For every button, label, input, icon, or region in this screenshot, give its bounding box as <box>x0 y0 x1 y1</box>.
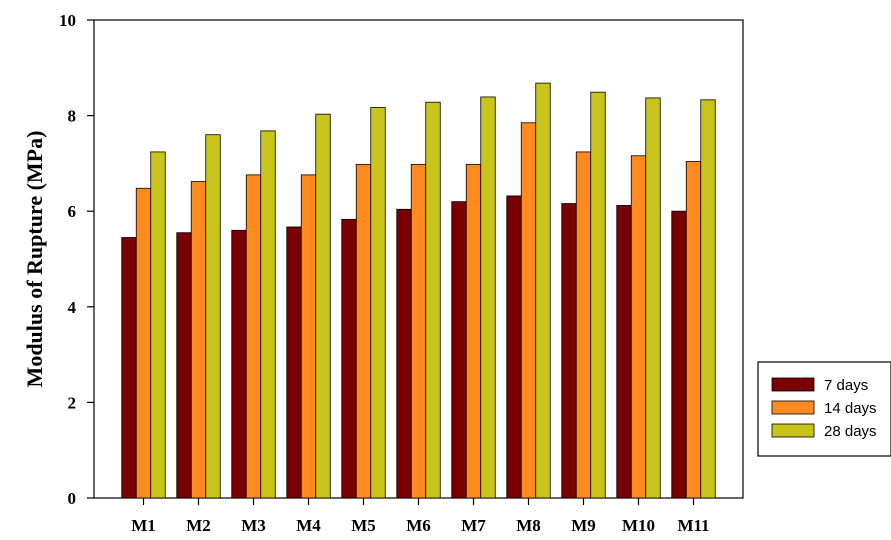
y-tick-label: 10 <box>59 11 76 30</box>
y-axis-ticks: 0 2 4 6 8 10 <box>59 11 94 508</box>
bar <box>700 99 716 499</box>
bar <box>341 218 357 499</box>
x-tick-label: M4 <box>296 516 321 535</box>
bar <box>645 97 661 499</box>
legend-swatch <box>771 400 815 415</box>
legend-swatch <box>771 423 815 438</box>
x-tick-label: M7 <box>461 516 486 535</box>
x-tick-label: M1 <box>131 516 156 535</box>
bar <box>315 113 331 499</box>
y-axis-title: Modulus of Rupture (MPa) <box>22 131 47 388</box>
bar <box>260 130 276 499</box>
bar <box>135 187 152 499</box>
bar <box>575 151 592 499</box>
x-tick-label: M6 <box>406 516 431 535</box>
bar <box>506 195 522 499</box>
bar <box>396 208 412 499</box>
x-tick-label: M3 <box>241 516 266 535</box>
bar <box>616 205 632 499</box>
legend-label: 14 days <box>824 400 877 417</box>
x-axis-ticks: M1 M2 M3 M4 M5 M6 M7 M8 M9 M10 M11 <box>131 498 710 535</box>
bar <box>370 107 386 499</box>
bar <box>300 174 317 499</box>
bar <box>561 203 577 499</box>
bar <box>410 163 427 499</box>
legend-label: 28 days <box>824 423 877 440</box>
bar <box>231 229 247 499</box>
y-tick-label: 8 <box>68 107 77 126</box>
y-tick-label: 6 <box>68 202 77 221</box>
bar <box>190 181 207 499</box>
bar <box>245 174 262 499</box>
bar <box>121 237 137 499</box>
x-tick-label: M5 <box>351 516 376 535</box>
bar <box>520 122 537 499</box>
bar <box>590 91 606 499</box>
bar <box>671 210 687 499</box>
bar <box>286 226 302 499</box>
bar <box>425 101 441 499</box>
bar <box>535 82 551 499</box>
bar <box>150 151 166 499</box>
x-tick-label: M9 <box>571 516 596 535</box>
bar <box>630 155 647 499</box>
x-tick-label: M8 <box>516 516 541 535</box>
bar <box>480 96 496 499</box>
x-tick-label: M11 <box>677 516 709 535</box>
y-tick-label: 0 <box>68 489 77 508</box>
y-tick-label: 2 <box>68 393 77 412</box>
bar <box>205 134 221 499</box>
bar <box>451 201 467 499</box>
legend: 7 days 14 days 28 days <box>757 361 891 457</box>
legend-swatch <box>771 377 815 392</box>
bar <box>355 163 372 499</box>
bars <box>121 82 716 499</box>
bar <box>176 232 192 499</box>
bar <box>465 163 482 499</box>
x-tick-label: M10 <box>622 516 655 535</box>
legend-label: 7 days <box>824 377 868 394</box>
y-tick-label: 4 <box>68 298 77 317</box>
x-tick-label: M2 <box>186 516 211 535</box>
bar <box>685 161 702 499</box>
